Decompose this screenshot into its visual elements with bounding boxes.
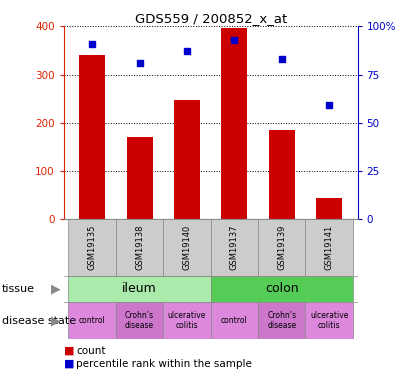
Text: ulcerative
colitis: ulcerative colitis — [168, 311, 206, 330]
Bar — [127, 137, 152, 219]
Bar — [69, 276, 211, 302]
Point — [136, 60, 143, 66]
Bar — [174, 100, 200, 219]
Text: Crohn’s
disease: Crohn’s disease — [267, 311, 296, 330]
Point — [231, 37, 238, 43]
Bar — [69, 302, 116, 339]
Title: GDS559 / 200852_x_at: GDS559 / 200852_x_at — [134, 12, 287, 25]
Text: count: count — [76, 346, 106, 355]
Text: disease state: disease state — [2, 316, 76, 326]
Bar — [258, 219, 305, 276]
Text: GSM19141: GSM19141 — [325, 225, 334, 270]
Bar — [305, 302, 353, 339]
Bar — [116, 302, 163, 339]
Bar — [269, 130, 295, 219]
Text: Crohn’s
disease: Crohn’s disease — [125, 311, 154, 330]
Text: control: control — [221, 316, 248, 325]
Bar — [211, 276, 353, 302]
Text: percentile rank within the sample: percentile rank within the sample — [76, 359, 252, 369]
Text: ■: ■ — [64, 346, 74, 355]
Bar — [163, 302, 211, 339]
Text: GSM19135: GSM19135 — [88, 225, 97, 270]
Text: ▶: ▶ — [51, 282, 60, 295]
Text: control: control — [79, 316, 106, 325]
Text: GSM19139: GSM19139 — [277, 225, 286, 270]
Text: tissue: tissue — [2, 284, 35, 294]
Text: GSM19140: GSM19140 — [182, 225, 192, 270]
Point — [184, 48, 190, 54]
Text: colon: colon — [265, 282, 298, 295]
Bar — [221, 28, 247, 219]
Bar — [316, 198, 342, 219]
Point — [326, 102, 332, 108]
Bar — [69, 219, 116, 276]
Bar — [258, 302, 305, 339]
Bar — [163, 219, 211, 276]
Text: ■: ■ — [64, 359, 74, 369]
Bar — [211, 219, 258, 276]
Text: ulcerative
colitis: ulcerative colitis — [310, 311, 348, 330]
Bar — [79, 55, 105, 219]
Bar — [211, 302, 258, 339]
Text: ileum: ileum — [122, 282, 157, 295]
Text: GSM19137: GSM19137 — [230, 225, 239, 270]
Bar — [116, 219, 163, 276]
Point — [278, 56, 285, 62]
Bar — [305, 219, 353, 276]
Point — [89, 40, 95, 46]
Text: ▶: ▶ — [51, 314, 60, 327]
Text: GSM19138: GSM19138 — [135, 225, 144, 270]
